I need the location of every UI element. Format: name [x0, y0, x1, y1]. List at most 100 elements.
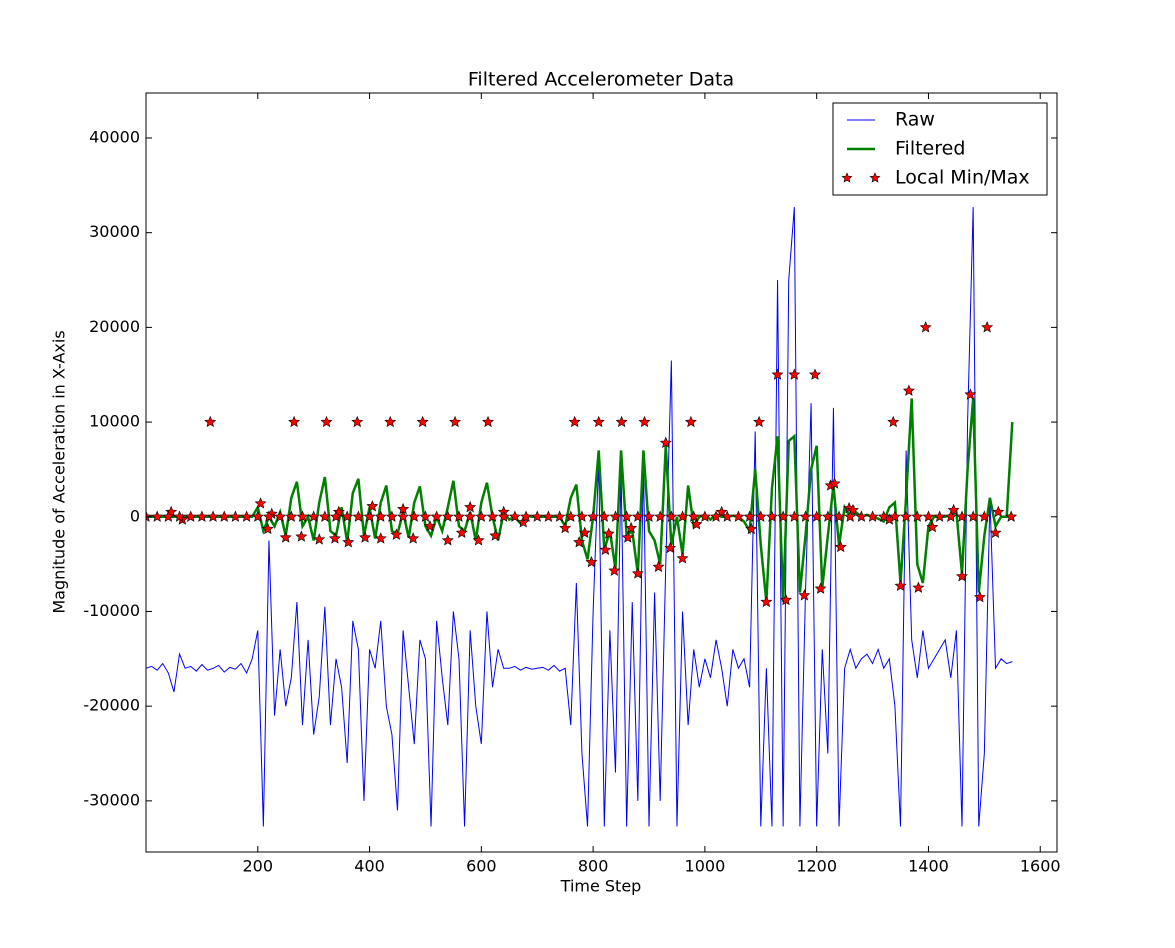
- marker: [676, 510, 689, 522]
- marker: [833, 510, 846, 522]
- marker: [638, 415, 651, 428]
- marker: [609, 510, 622, 522]
- marker: [407, 532, 420, 544]
- marker: [366, 500, 379, 512]
- marker: [621, 531, 634, 543]
- marker: [262, 510, 275, 522]
- marker: [599, 543, 612, 555]
- marker: [620, 510, 633, 522]
- marker: [922, 510, 935, 522]
- plot-frame: [145, 92, 1058, 853]
- marker: [441, 510, 454, 522]
- marker: [416, 415, 429, 428]
- marker: [710, 510, 723, 522]
- marker: [798, 589, 811, 601]
- marker: [472, 534, 485, 546]
- marker: [654, 510, 667, 522]
- marker: [151, 510, 164, 522]
- marker: [978, 510, 991, 522]
- marker: [497, 510, 510, 522]
- marker: [788, 368, 801, 380]
- legend-label: Raw: [895, 109, 935, 131]
- marker: [542, 510, 555, 522]
- marker: [330, 510, 343, 522]
- marker: [318, 510, 331, 522]
- marker: [754, 510, 767, 522]
- marker: [631, 567, 644, 579]
- marker: [423, 519, 436, 532]
- marker: [992, 505, 1005, 518]
- marker: [973, 590, 986, 603]
- marker: [464, 501, 477, 513]
- marker: [384, 415, 397, 428]
- marker: [771, 368, 784, 380]
- marker: [218, 510, 231, 522]
- marker: [240, 510, 253, 522]
- marker: [288, 415, 301, 428]
- marker: [809, 368, 821, 380]
- x-tick-label: 1000: [685, 857, 726, 876]
- y-tick-label: -30000: [83, 790, 140, 809]
- marker: [821, 510, 834, 522]
- marker: [659, 436, 672, 448]
- marker: [578, 526, 591, 538]
- marker: [631, 510, 644, 522]
- marker: [933, 510, 946, 522]
- marker: [676, 552, 689, 564]
- marker: [559, 521, 572, 534]
- marker: [732, 510, 745, 522]
- marker: [341, 510, 354, 522]
- x-tick-label: 1200: [796, 857, 837, 876]
- marker: [777, 510, 790, 522]
- marker: [482, 415, 495, 428]
- marker: [173, 510, 186, 522]
- marker: [359, 531, 372, 543]
- y-tick-label: -10000: [83, 601, 140, 620]
- y-tick-label: 30000: [89, 222, 140, 241]
- marker: [363, 510, 376, 522]
- marker: [295, 530, 308, 542]
- marker: [390, 528, 403, 540]
- marker: [665, 510, 678, 522]
- marker: [598, 510, 611, 522]
- legend-label: Filtered: [895, 138, 965, 160]
- marker: [184, 510, 197, 522]
- marker: [877, 510, 890, 522]
- marker: [564, 510, 577, 522]
- marker: [625, 521, 638, 534]
- marker: [919, 321, 932, 333]
- marker: [765, 510, 778, 522]
- marker: [489, 529, 502, 541]
- marker: [745, 522, 758, 535]
- marker: [553, 510, 566, 522]
- marker: [229, 510, 242, 522]
- x-tick-label: 400: [354, 857, 385, 876]
- marker: [320, 415, 333, 428]
- marker: [587, 510, 600, 522]
- series-line: [146, 207, 1013, 827]
- marker: [912, 581, 925, 593]
- marker: [1005, 510, 1018, 522]
- marker: [615, 415, 628, 428]
- legend-marker: [869, 172, 881, 183]
- marker: [684, 415, 697, 428]
- y-tick-label: 0: [130, 506, 140, 525]
- marker: [453, 510, 465, 522]
- marker: [810, 510, 823, 522]
- y-tick-label: -20000: [83, 696, 140, 715]
- marker: [285, 510, 298, 522]
- marker: [274, 510, 287, 522]
- marker: [328, 532, 341, 544]
- marker: [307, 510, 320, 522]
- marker: [652, 560, 665, 573]
- legend-label: Local Min/Max: [895, 167, 1030, 189]
- marker: [902, 384, 915, 396]
- marker: [204, 415, 217, 428]
- marker: [834, 540, 847, 553]
- marker: [207, 510, 220, 522]
- marker: [517, 516, 530, 528]
- marker: [855, 510, 868, 522]
- legend-marker: [841, 172, 853, 183]
- chart-title: Filtered Accelerometer Data: [468, 69, 734, 91]
